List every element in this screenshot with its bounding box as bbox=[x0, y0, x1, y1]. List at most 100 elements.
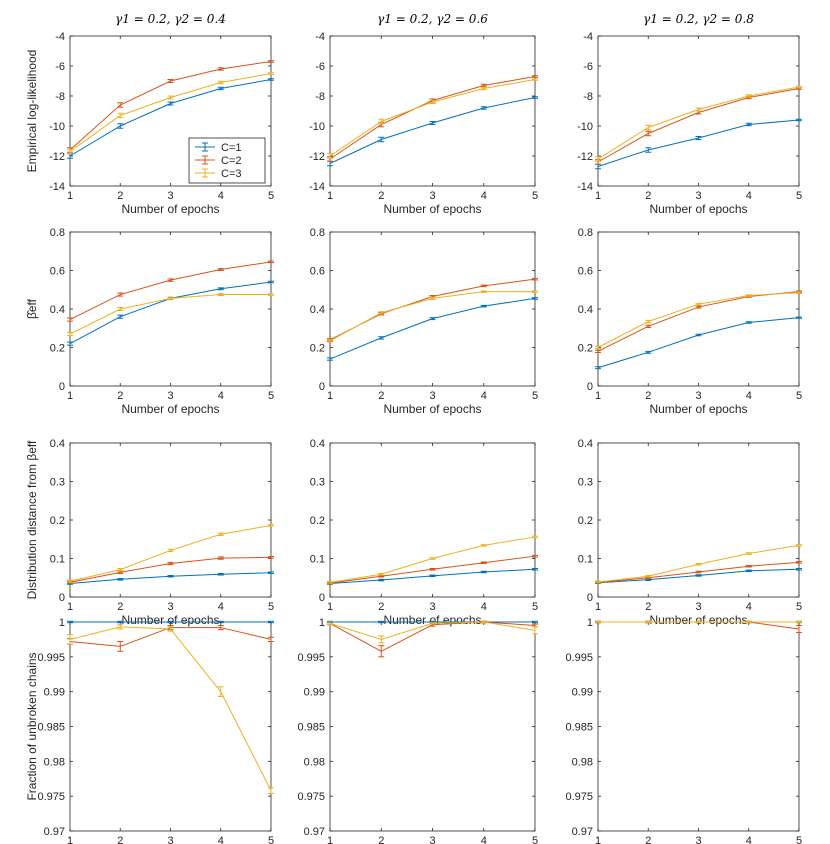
x-tick-label: 1 bbox=[595, 390, 601, 402]
y-tick-label: 0.6 bbox=[578, 266, 593, 278]
y-tick-label: 0.8 bbox=[310, 227, 325, 239]
data-point bbox=[645, 324, 652, 328]
data-point bbox=[480, 106, 487, 110]
y-tick-label: 0.985 bbox=[37, 722, 65, 734]
y-tick-label: 0.2 bbox=[578, 515, 593, 527]
y-tick-label: 0 bbox=[587, 592, 593, 604]
subplot-r1-c2: 1 2 3 4 5 0 0.2 0.4 0.6 0.8 Number of epochs bbox=[578, 227, 802, 416]
data-point bbox=[268, 524, 274, 527]
series-C=3 bbox=[67, 72, 274, 155]
series-C=1 bbox=[595, 118, 802, 170]
series-C=1 bbox=[595, 316, 802, 370]
x-tick-label: 4 bbox=[218, 835, 224, 844]
data-point bbox=[67, 579, 73, 583]
data-point bbox=[268, 571, 274, 575]
data-point bbox=[532, 290, 538, 293]
x-tick-label: 5 bbox=[268, 190, 274, 202]
data-point bbox=[645, 620, 652, 624]
data-point bbox=[695, 570, 702, 574]
series-C=2 bbox=[67, 260, 274, 322]
series-C=2 bbox=[327, 554, 538, 585]
y-tick-label: 0.2 bbox=[310, 343, 325, 355]
y-tick-label: 0.97 bbox=[572, 826, 593, 838]
x-tick-label: 1 bbox=[67, 390, 73, 402]
data-point bbox=[167, 620, 174, 624]
data-point bbox=[429, 557, 436, 560]
y-tick-label: -12 bbox=[309, 151, 325, 163]
data-point bbox=[217, 556, 224, 560]
y-tick-label: -6 bbox=[55, 61, 65, 73]
data-point bbox=[695, 136, 702, 140]
series-C=3 bbox=[595, 85, 802, 162]
data-point bbox=[695, 302, 702, 306]
y-tick-label: -8 bbox=[315, 91, 325, 103]
data-point bbox=[327, 357, 333, 361]
series-line bbox=[69, 524, 272, 582]
data-point bbox=[268, 280, 274, 284]
subplot-r3-c0: 123450.970.9750.980.9850.990.9951Number … bbox=[25, 617, 274, 844]
data-point bbox=[268, 636, 274, 643]
subplot-r3-c2: 123450.970.9750.980.9850.990.9951Number … bbox=[565, 617, 802, 844]
series-C=3 bbox=[327, 535, 538, 584]
data-point bbox=[796, 620, 802, 624]
y-tick-label: 0.985 bbox=[565, 722, 593, 734]
data-point bbox=[532, 277, 538, 281]
data-point bbox=[480, 86, 487, 91]
y-tick-label: -4 bbox=[315, 31, 325, 43]
data-point bbox=[167, 626, 174, 632]
subplot-r1-c1: 1 2 3 4 5 0 0.2 0.4 0.6 0.8 Number of epochs bbox=[310, 227, 538, 416]
y-tick-label: 0.995 bbox=[37, 652, 65, 664]
series-C=3 bbox=[327, 290, 538, 343]
x-tick-label: 2 bbox=[645, 190, 651, 202]
data-point bbox=[378, 118, 385, 125]
legend-label: C=3 bbox=[221, 168, 242, 180]
y-tick-label: 0 bbox=[319, 592, 325, 604]
data-point bbox=[117, 578, 124, 581]
axes-box bbox=[329, 231, 536, 387]
data-point bbox=[695, 620, 702, 624]
data-point bbox=[695, 574, 702, 577]
y-tick-label: 0.6 bbox=[310, 266, 325, 278]
x-tick-label: 3 bbox=[167, 601, 173, 613]
axes-box bbox=[329, 35, 536, 187]
y-tick-label: -4 bbox=[55, 31, 65, 43]
series-line bbox=[69, 626, 272, 791]
y-tick-label: -12 bbox=[577, 151, 593, 163]
data-point bbox=[532, 96, 538, 99]
data-point bbox=[532, 297, 538, 300]
y-axis-label: Distribution distance from βeff bbox=[25, 440, 39, 599]
x-tick-label: 5 bbox=[796, 190, 802, 202]
data-point bbox=[429, 100, 436, 104]
x-tick-label: 1 bbox=[67, 835, 73, 844]
x-tick-label: 2 bbox=[645, 835, 651, 844]
series-C=3 bbox=[595, 544, 802, 584]
data-point bbox=[595, 620, 601, 624]
y-tick-label: 0 bbox=[59, 381, 65, 393]
x-tick-label: 3 bbox=[695, 190, 701, 202]
data-point bbox=[167, 561, 174, 566]
series-C=2 bbox=[595, 87, 802, 165]
y-tick-label: 0.1 bbox=[50, 554, 65, 566]
x-tick-label: 5 bbox=[268, 835, 274, 844]
series-C=3 bbox=[327, 78, 538, 159]
data-point bbox=[217, 620, 224, 624]
x-tick-label: 3 bbox=[695, 601, 701, 613]
data-point bbox=[796, 118, 802, 122]
y-tick-label: 1 bbox=[319, 617, 325, 629]
axes-box bbox=[329, 621, 536, 832]
legend-label: C=2 bbox=[221, 155, 242, 167]
series-C=1 bbox=[67, 571, 274, 585]
x-tick-label: 2 bbox=[378, 835, 384, 844]
x-tick-label: 1 bbox=[595, 190, 601, 202]
x-tick-label: 2 bbox=[117, 601, 123, 613]
series-C=2 bbox=[327, 75, 538, 162]
data-point bbox=[429, 568, 436, 571]
data-point bbox=[117, 641, 124, 652]
series-C=2 bbox=[327, 277, 538, 342]
y-tick-label: 0.995 bbox=[565, 652, 593, 664]
x-tick-label: 1 bbox=[327, 835, 333, 844]
x-tick-label: 5 bbox=[796, 835, 802, 844]
data-point bbox=[429, 574, 436, 578]
data-point bbox=[268, 72, 274, 75]
data-point bbox=[327, 153, 333, 159]
